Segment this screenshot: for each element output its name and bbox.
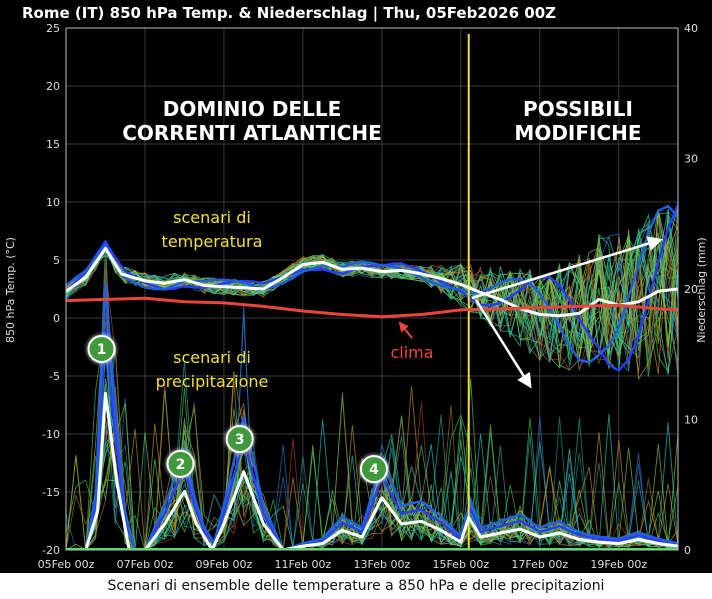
plot-frame (65, 27, 679, 551)
heading-right-line2: MODIFICHE (514, 121, 641, 145)
x-tick-label: 05Feb 00z (38, 558, 95, 571)
left-axis-ticks: 25 20 15 10 5 0 -5 -10 -15 -20 (42, 22, 60, 557)
x-axis-ticks: 05Feb 00z 07Feb 00z 09Feb 00z 11Feb 00z 13Fe… (38, 558, 648, 571)
marker-label: 3 (235, 432, 245, 448)
marker-label: 4 (369, 462, 379, 478)
precip-member-highlight (66, 283, 678, 550)
right-tick-label: 40 (684, 22, 698, 35)
right-axis-ticks: 40 30 20 10 0 (684, 22, 698, 557)
precipitation-mean-line (66, 391, 678, 550)
marker-4 (359, 455, 388, 484)
left-tick-label: -10 (42, 428, 60, 441)
left-tick-label: -15 (42, 486, 60, 499)
precip-ensemble-member (66, 348, 678, 550)
precip-member-highlight (66, 330, 678, 550)
label-precip-line2: precipitazione (156, 372, 269, 391)
left-tick-label: 15 (46, 138, 60, 151)
heading-left-line2: CORRENTI ATLANTICHE (122, 121, 382, 145)
temperature-mean-line (66, 246, 678, 318)
label-precip-line1: scenari di (173, 348, 251, 367)
right-tick-label: 30 (684, 153, 698, 166)
x-tick-label: 13Feb 00z (353, 558, 410, 571)
x-tick-label: 07Feb 00z (117, 558, 174, 571)
marker-3 (225, 425, 254, 454)
right-axis-label: Niederschlag (mm) (695, 237, 708, 342)
series-lines (66, 34, 678, 550)
label-temp-line2: temperatura (162, 232, 263, 251)
left-tick-label: -5 (49, 370, 60, 383)
left-tick-label: 10 (46, 196, 60, 209)
trend-arrow-down (474, 299, 532, 389)
right-tick-label: 0 (684, 544, 691, 557)
chart-title: Rome (IT) 850 hPa Temp. & Niederschlag |… (22, 4, 556, 23)
left-tick-label: 5 (53, 254, 60, 267)
x-tick-label: 19Feb 00z (590, 558, 647, 571)
left-tick-label: 20 (46, 80, 60, 93)
temp-member-highlight (66, 204, 678, 364)
marker-2 (166, 449, 195, 478)
x-tick-label: 11Feb 00z (275, 558, 332, 571)
clima-arrow (398, 321, 413, 339)
figure-caption: Scenari di ensemble delle temperature a … (0, 573, 712, 599)
precip-ensemble-member (66, 389, 678, 550)
label-temp-line1: scenari di (173, 208, 251, 227)
marker-label: 2 (176, 457, 186, 473)
trend-arrow-up (471, 236, 663, 300)
left-tick-label: -20 (42, 544, 60, 557)
right-tick-label: 20 (684, 283, 698, 296)
clima-line (66, 296, 678, 319)
marker-label: 1 (97, 342, 107, 358)
left-tick-label: 25 (46, 22, 60, 35)
heading-right-line1: POSSIBILI (523, 97, 633, 121)
ensemble-chart: Rome (IT) 850 hPa Temp. & Niederschlag |… (4, 4, 708, 571)
heading-left-line1: DOMINIO DELLE (163, 97, 342, 121)
event-markers: 1 2 3 4 (87, 335, 388, 484)
left-axis-label: 850 hPa Temp. (°C) (4, 237, 17, 343)
right-tick-label: 10 (684, 414, 698, 427)
temp-ensemble-member (66, 232, 678, 375)
x-tick-label: 17Feb 00z (511, 558, 568, 571)
x-tick-label: 15Feb 00z (432, 558, 489, 571)
x-tick-label: 09Feb 00z (196, 558, 253, 571)
label-clima: clima (390, 343, 433, 362)
marker-1 (87, 335, 116, 364)
left-tick-label: 0 (53, 312, 60, 325)
